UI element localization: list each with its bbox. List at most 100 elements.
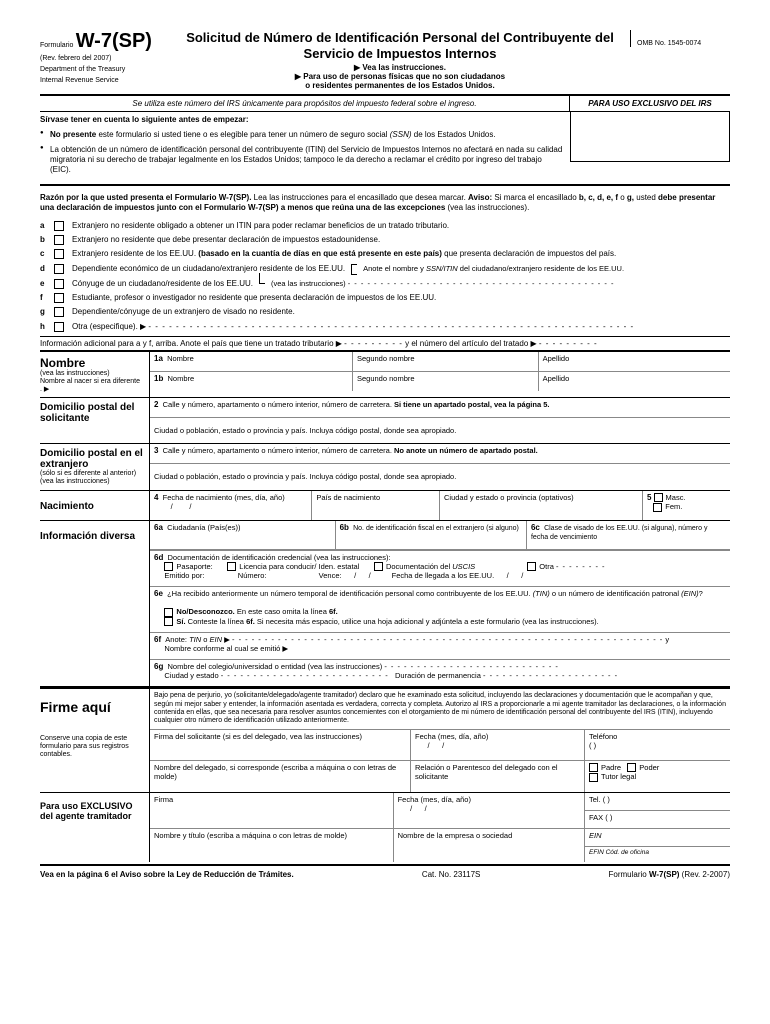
field-4-pais[interactable]: País de nacimiento (312, 491, 440, 520)
field-2-line2[interactable]: Ciudad o población, estado o provincia y… (150, 418, 730, 443)
agente-empresa[interactable]: Nombre de la empresa o sociedad (394, 829, 585, 862)
field-1a-nombre[interactable]: 1a Nombre (150, 352, 353, 371)
field-4-fecha[interactable]: 4 Fecha de nacimiento (mes, día, año) / … (150, 491, 312, 520)
checkbox-fem[interactable] (653, 503, 662, 512)
checkbox-pasaporte[interactable] (164, 562, 173, 571)
lbl-6g3: Duración de permanencia (395, 671, 481, 680)
checkbox-si[interactable] (164, 617, 173, 626)
purpose-text: Se utiliza este número del IRS únicament… (40, 96, 570, 111)
header-left: Formulario W-7(SP) (Rev. febrero del 200… (40, 30, 170, 84)
checkbox-f[interactable] (54, 293, 64, 303)
relacion-checkboxes: Padre Poder Tutor legal (585, 761, 730, 792)
num-6f: 6f (154, 635, 161, 644)
checkbox-poder[interactable] (627, 763, 636, 772)
checkbox-no[interactable] (164, 608, 173, 617)
num-4: 4 (154, 493, 158, 502)
reason-e: eCónyuge de un ciudadano/residente de lo… (40, 277, 730, 291)
razon-lead: Razón por la que usted presenta el Formu… (40, 193, 251, 202)
bullet-2: La obtención de un número de identificac… (40, 143, 730, 178)
checkbox-c[interactable] (54, 249, 64, 259)
num-5: 5 (647, 493, 651, 502)
firme-label: Firme aquí Conserve una copia de este fo… (40, 689, 150, 792)
form-number: W-7(SP) (76, 30, 152, 52)
purpose-row: Se utiliza este número del IRS únicament… (40, 96, 730, 112)
agente-label: Para uso EXCLUSIVO del agente tramitador (40, 793, 150, 862)
field-6a[interactable]: 6a Ciudadanía (País(es)) (150, 521, 336, 549)
field-6c[interactable]: 6c Clase de visado de los EE.UU. (si alg… (527, 521, 730, 549)
nacimiento-label: Nacimiento (40, 491, 150, 520)
perjury-statement: Bajo pena de perjurio, yo (solicitante/d… (150, 689, 730, 729)
form-header: Formulario W-7(SP) (Rev. febrero del 200… (40, 30, 730, 96)
checkbox-otra[interactable] (527, 562, 536, 571)
firma-solicitante[interactable]: Firma del solicitante (si es del delegad… (150, 730, 411, 760)
agente-efin[interactable]: EFIN Cód. de oficina (585, 847, 730, 862)
field-1a-apellido[interactable]: Apellido (539, 352, 730, 371)
agente-firma[interactable]: Firma (150, 793, 394, 828)
agente-ein[interactable]: EIN (585, 829, 730, 847)
section-domicilio: Domicilio postal del solicitante 2 Calle… (40, 398, 730, 444)
reason-c: cExtranjero residente de los EE.UU. (bas… (40, 247, 730, 261)
lbl-6d: Documentación de identificación credenci… (168, 553, 391, 562)
checkbox-licencia[interactable] (227, 562, 236, 571)
field-4-ciudad[interactable]: Ciudad y estado o provincia (optativos) (440, 491, 643, 520)
lbl-nombre-1b: Nombre (168, 374, 195, 383)
reason-list: aExtranjero no residente obligado a obte… (40, 217, 730, 337)
checkbox-tutor[interactable] (589, 773, 598, 782)
lbl-6f: Anote: TIN o EIN ▶ (165, 635, 230, 644)
lbl-agente-fecha: Fecha (mes, día, año) (398, 795, 471, 804)
checkbox-e[interactable] (54, 279, 64, 289)
telefono[interactable]: Teléfono( ) (585, 730, 730, 760)
agente-nombre[interactable]: Nombre y título (escriba a máquina o con… (150, 829, 394, 862)
field-1b-segundo[interactable]: Segundo nombre (353, 372, 539, 391)
subtitle-2: ▶ Para uso de personas físicas que no so… (178, 72, 622, 81)
checkbox-padre[interactable] (589, 763, 598, 772)
checkbox-a[interactable] (54, 221, 64, 231)
field-6f: 6f Anote: TIN o EIN ▶ - - - - - - - - - … (150, 632, 730, 659)
num-6c: 6c (531, 523, 540, 532)
nacimiento-big: Nacimiento (40, 495, 143, 512)
field-1a-segundo[interactable]: Segundo nombre (353, 352, 539, 371)
lbl-licencia: Licencia para conducir/ Iden. estatal (239, 562, 359, 571)
field-1b-nombre[interactable]: 1b Nombre (150, 372, 353, 391)
reason-e-text: Cónyuge de un ciudadano/residente de los… (72, 279, 253, 289)
checkbox-h[interactable] (54, 322, 64, 332)
field-3-line1[interactable]: 3 Calle y número, apartamento o número i… (150, 444, 730, 463)
lbl-6e: ¿Ha recibido anteriormente un número tem… (167, 589, 703, 598)
lbl-pasaporte: Pasaporte: (176, 562, 212, 571)
nombre-label: Nombre (vea las instrucciones) Nombre al… (40, 352, 150, 397)
field-6g: 6g Nombre del colegio/universidad o enti… (150, 659, 730, 686)
domicilio-big: Domicilio postal del solicitante (40, 402, 143, 424)
agente-tel[interactable]: Tel. ( ) (585, 793, 730, 811)
checkbox-b[interactable] (54, 235, 64, 245)
checkbox-d[interactable] (54, 264, 64, 274)
checkbox-g[interactable] (54, 307, 64, 317)
num-6b: 6b (340, 523, 349, 532)
field-2-line1[interactable]: 2 Calle y número, apartamento o número i… (150, 398, 730, 417)
section-extranjero: Domicilio postal en el extranjero (sólo … (40, 444, 730, 490)
firme-big: Firme aquí (40, 693, 143, 715)
lbl-si: Sí. (176, 617, 185, 626)
checkbox-uscis[interactable] (374, 562, 383, 571)
agente-fax[interactable]: FAX ( ) (585, 811, 730, 828)
subtitle-1: ▶ Vea las instrucciones. (178, 63, 622, 72)
num-6a: 6a (154, 523, 163, 532)
nombre-small2: Nombre al nacer si era diferente . ▶ (40, 378, 143, 393)
lbl-no-rest: En este caso omita la línea 6f. (235, 607, 338, 616)
aviso-label: Aviso: (468, 193, 492, 202)
nombre-delegado[interactable]: Nombre del delegado, si corresponde (esc… (150, 761, 411, 792)
lbl-6a: Ciudadanía (País(es)) (167, 523, 240, 532)
lbl-4-fecha: Fecha de nacimiento (mes, día, año) (163, 493, 285, 502)
field-6d: 6d Documentación de identificación crede… (150, 550, 730, 587)
reason-a: aExtranjero no residente obligado a obte… (40, 219, 730, 233)
field-6b[interactable]: 6b No. de identificación fiscal en el ex… (336, 521, 527, 549)
checkbox-masc[interactable] (654, 493, 663, 502)
razon-intro: Razón por la que usted presenta el Formu… (40, 190, 730, 217)
footer-right-rev: (Rev. 2-2007) (679, 870, 730, 879)
form-title: Solicitud de Número de Identificación Pe… (178, 30, 622, 61)
field-3-line2[interactable]: Ciudad o población, estado o provincia y… (150, 464, 730, 489)
field-1b-apellido[interactable]: Apellido (539, 372, 730, 391)
agente-fecha[interactable]: Fecha (mes, día, año) / / (394, 793, 585, 828)
fecha-firma[interactable]: Fecha (mes, día, año) / / (411, 730, 585, 760)
reason-a-text: Extranjero no residente obligado a obten… (72, 221, 730, 231)
tel-paren: ( ) (589, 741, 596, 750)
